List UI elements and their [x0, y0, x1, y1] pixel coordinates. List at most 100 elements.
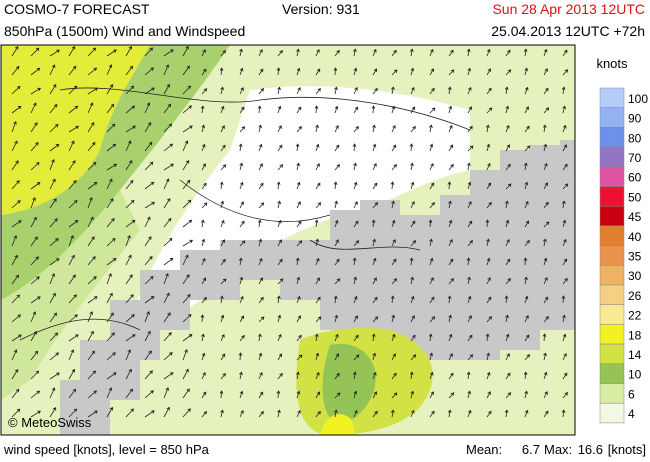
- wind-arrow: [505, 105, 510, 114]
- wind-arrow: [524, 334, 530, 342]
- wind-arrow: [258, 202, 265, 209]
- wind-arrow: [257, 105, 262, 114]
- wind-arrow: [68, 314, 78, 323]
- wind-arrow: [315, 391, 320, 399]
- legend-label: 26: [628, 289, 642, 303]
- wind-arrow: [277, 50, 283, 57]
- wind-arrow: [296, 390, 301, 399]
- wind-arrow: [410, 181, 415, 190]
- wind-arrow: [276, 67, 281, 76]
- wind-arrow: [220, 239, 225, 247]
- wind-arrow: [315, 88, 321, 95]
- wind-arrow: [49, 158, 55, 171]
- wind-arrow: [448, 277, 455, 285]
- wind-arrow: [296, 334, 302, 342]
- wind-arrow: [410, 390, 415, 399]
- wind-arrow: [11, 65, 20, 76]
- wind-arrow: [163, 143, 174, 152]
- light-green-band: [1, 190, 140, 400]
- wind-arrow: [524, 314, 529, 323]
- wind-arrow: [543, 221, 550, 228]
- wind-arrow: [106, 372, 117, 380]
- wind-arrow: [543, 371, 548, 380]
- legend-label: 40: [628, 230, 642, 244]
- wind-arrow: [296, 86, 301, 95]
- wind-arrow: [49, 352, 59, 361]
- wind-arrow: [486, 276, 491, 285]
- legend-label: 45: [628, 210, 642, 224]
- wind-arrow: [11, 160, 19, 171]
- wind-arrow: [220, 86, 224, 95]
- wind-arrow: [562, 352, 567, 361]
- wind-arrow: [125, 219, 136, 228]
- wind-arrow: [11, 408, 21, 418]
- wind-arrow: [201, 257, 206, 266]
- wind-arrow: [220, 144, 226, 152]
- wind-arrow: [353, 220, 359, 228]
- wind-arrow: [106, 64, 113, 76]
- wind-arrow: [68, 254, 75, 266]
- wind-arrow: [562, 372, 568, 380]
- wind-arrow: [334, 105, 339, 114]
- wind-arrow: [201, 371, 206, 380]
- wind-arrow: [201, 88, 208, 95]
- wind-arrow: [334, 372, 340, 380]
- wind-arrow: [467, 240, 473, 247]
- wind-arrow: [467, 125, 473, 133]
- wind-arrow: [542, 238, 547, 247]
- wind-arrow: [504, 409, 509, 418]
- wind-arrow: [353, 87, 358, 95]
- wind-arrow: [258, 277, 263, 285]
- wind-arrow: [295, 143, 300, 152]
- wind-arrow: [201, 182, 207, 190]
- wind-arrow: [486, 87, 492, 95]
- wind-arrow: [30, 276, 40, 285]
- wind-arrow: [391, 239, 396, 247]
- wind-arrow: [466, 371, 471, 380]
- wind-arrow: [429, 410, 435, 418]
- wind-arrow: [30, 142, 39, 152]
- legend-label: 30: [628, 269, 642, 283]
- wind-arrow: [239, 87, 244, 95]
- wind-arrow: [504, 295, 509, 304]
- wind-arrow: [49, 178, 56, 190]
- wind-arrow: [562, 69, 569, 76]
- wind-arrow: [505, 124, 510, 133]
- wind-arrow: [125, 294, 134, 304]
- wind-arrow: [315, 68, 321, 76]
- wind-arrow: [410, 86, 415, 95]
- wind-arrow: [219, 295, 224, 304]
- wind-arrow: [49, 312, 57, 323]
- wind-arrow: [315, 182, 321, 190]
- wind-arrow: [543, 107, 550, 114]
- wind-arrow: [144, 67, 154, 76]
- darker-green-zone: [322, 343, 376, 425]
- wind-arrow: [410, 239, 417, 247]
- wind-arrow: [372, 391, 377, 399]
- wind-arrow: [125, 388, 133, 399]
- wind-arrow: [277, 200, 281, 209]
- wind-arrow: [182, 408, 191, 418]
- wind-arrow: [429, 316, 436, 323]
- wind-arrow: [410, 354, 417, 361]
- wind-arrow: [200, 219, 205, 228]
- wind-arrow: [201, 410, 208, 418]
- wind-arrow: [504, 200, 509, 209]
- wind-arrow: [524, 220, 529, 228]
- wind-arrow: [466, 162, 471, 171]
- wind-arrow: [391, 258, 397, 266]
- wind-arrow: [239, 409, 244, 418]
- wind-arrow: [448, 49, 454, 57]
- max-label: Max:: [544, 442, 572, 457]
- mean-value: 6.7: [522, 442, 540, 457]
- wind-arrow: [239, 106, 245, 114]
- wind-arrow: [238, 143, 243, 152]
- wind-arrow: [429, 352, 433, 361]
- wind-arrow: [49, 372, 60, 380]
- wind-arrow: [87, 216, 94, 228]
- wind-arrow: [182, 388, 190, 399]
- wind-arrow: [163, 49, 174, 57]
- wind-arrow: [467, 201, 472, 209]
- wind-arrow: [352, 371, 357, 380]
